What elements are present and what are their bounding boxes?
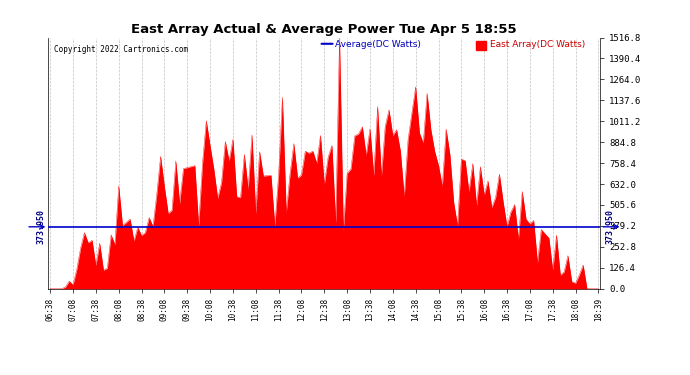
Text: East Array(DC Watts): East Array(DC Watts) [490,40,585,49]
FancyBboxPatch shape [476,41,486,50]
Text: Average(DC Watts): Average(DC Watts) [335,40,421,49]
Text: 373.950: 373.950 [37,209,46,244]
Title: East Array Actual & Average Power Tue Apr 5 18:55: East Array Actual & Average Power Tue Ap… [132,23,517,36]
Text: Copyright 2022 Cartronics.com: Copyright 2022 Cartronics.com [54,45,188,54]
Text: 373.950: 373.950 [606,209,615,244]
